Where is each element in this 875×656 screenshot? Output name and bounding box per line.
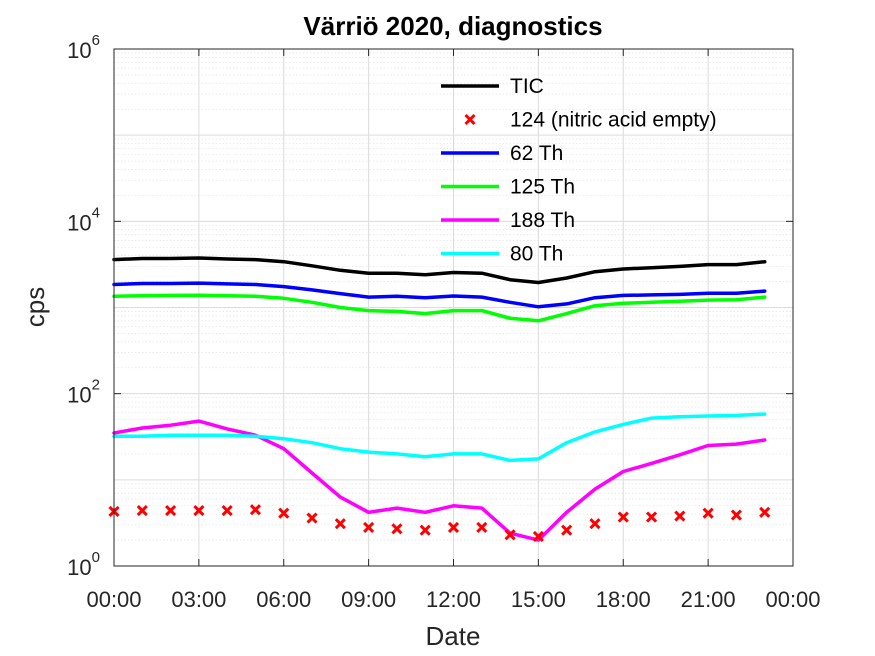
marker-stroke [561,524,573,536]
marker-stroke [306,512,318,524]
series-line-125-th [112,293,767,323]
chart-title: Värriö 2020, diagnostics [303,11,602,41]
data-point-124 [278,507,290,519]
data-point-124 [476,521,488,534]
data-point-124 [561,524,573,536]
data-point-124 [136,504,148,517]
series-line-tic [112,256,767,285]
marker-stroke [532,530,544,543]
series-line-188-th [112,419,767,542]
series-line-80-th [112,412,767,463]
y-axis-label: cps [20,287,50,327]
marker-stroke [419,524,431,536]
data-point-124 [645,511,658,523]
x-tick-label: 00:00 [765,587,820,612]
marker-stroke [391,523,403,535]
data-point-124 [249,504,262,516]
legend-label-188-th: 188 Th [510,209,575,232]
x-tick-label: 06:00 [256,587,311,612]
data-point-124 [759,506,771,518]
marker-stroke [136,504,148,517]
series-line-62-th [112,281,767,309]
marker-stroke [334,518,346,530]
marker-stroke [249,504,262,516]
marker-stroke [730,509,742,521]
y-tick-label: 106 [67,32,100,63]
marker-stroke [193,504,205,517]
legend: TIC 124 (nitric acid empty) 62 Th 125 Th 188… [441,75,717,266]
data-point-124 [617,511,629,523]
ticks-layer: 00:00 03:00 06:00 09:00 12:00 15:00 18:00 21:00… [67,32,820,612]
data-point-124 [702,507,714,519]
legend-swatch-124-nitric-acid-empty [464,113,476,126]
data-point-124 [306,512,318,524]
marker-stroke [363,521,375,534]
legend-label-62-th: 62 Th [510,142,563,165]
marker-stroke [645,511,658,523]
data-point-124 [334,518,346,530]
data-point-124 [193,504,205,517]
marker-stroke [674,510,686,522]
x-tick-label: 12:00 [426,587,481,612]
series-layer [108,256,771,543]
x-axis-label: Date [426,621,481,651]
x-tick-label: 21:00 [681,587,736,612]
data-point-124 [730,509,742,521]
x-tick-label: 15:00 [511,587,566,612]
marker-stroke [504,529,516,541]
marker-stroke [702,507,714,519]
x-tick-label: 18:00 [596,587,651,612]
marker-stroke [759,506,771,518]
data-point-124 [504,529,516,541]
y-tick-label: 100 [67,549,100,580]
data-point-124 [363,521,375,534]
marker-stroke [165,504,177,517]
x-tick-label: 00:00 [86,587,141,612]
marker-stroke [447,521,460,534]
data-point-124 [532,530,544,543]
marker-stroke [278,507,290,519]
data-point-124 [419,524,431,536]
x-tick-label: 03:00 [171,587,226,612]
legend-label-125-th: 125 Th [510,176,575,199]
data-point-124 [674,510,686,522]
legend-label-80-th: 80 Th [510,243,563,266]
marker-stroke [476,521,488,534]
marker-stroke [589,518,601,530]
legend-label-124-nitric-acid-empty: 124 (nitric acid empty) [510,109,717,132]
data-point-124 [221,504,233,517]
marker-stroke [221,504,233,517]
y-tick-label: 102 [67,377,100,408]
legend-label-tic: TIC [510,75,544,98]
y-tick-label: 104 [67,204,100,235]
data-point-124 [391,523,403,535]
x-tick-label: 09:00 [341,587,396,612]
data-point-124 [165,504,177,517]
marker-stroke [617,511,629,523]
marker-stroke [464,113,476,126]
data-point-124 [589,518,601,530]
data-point-124 [447,521,460,534]
